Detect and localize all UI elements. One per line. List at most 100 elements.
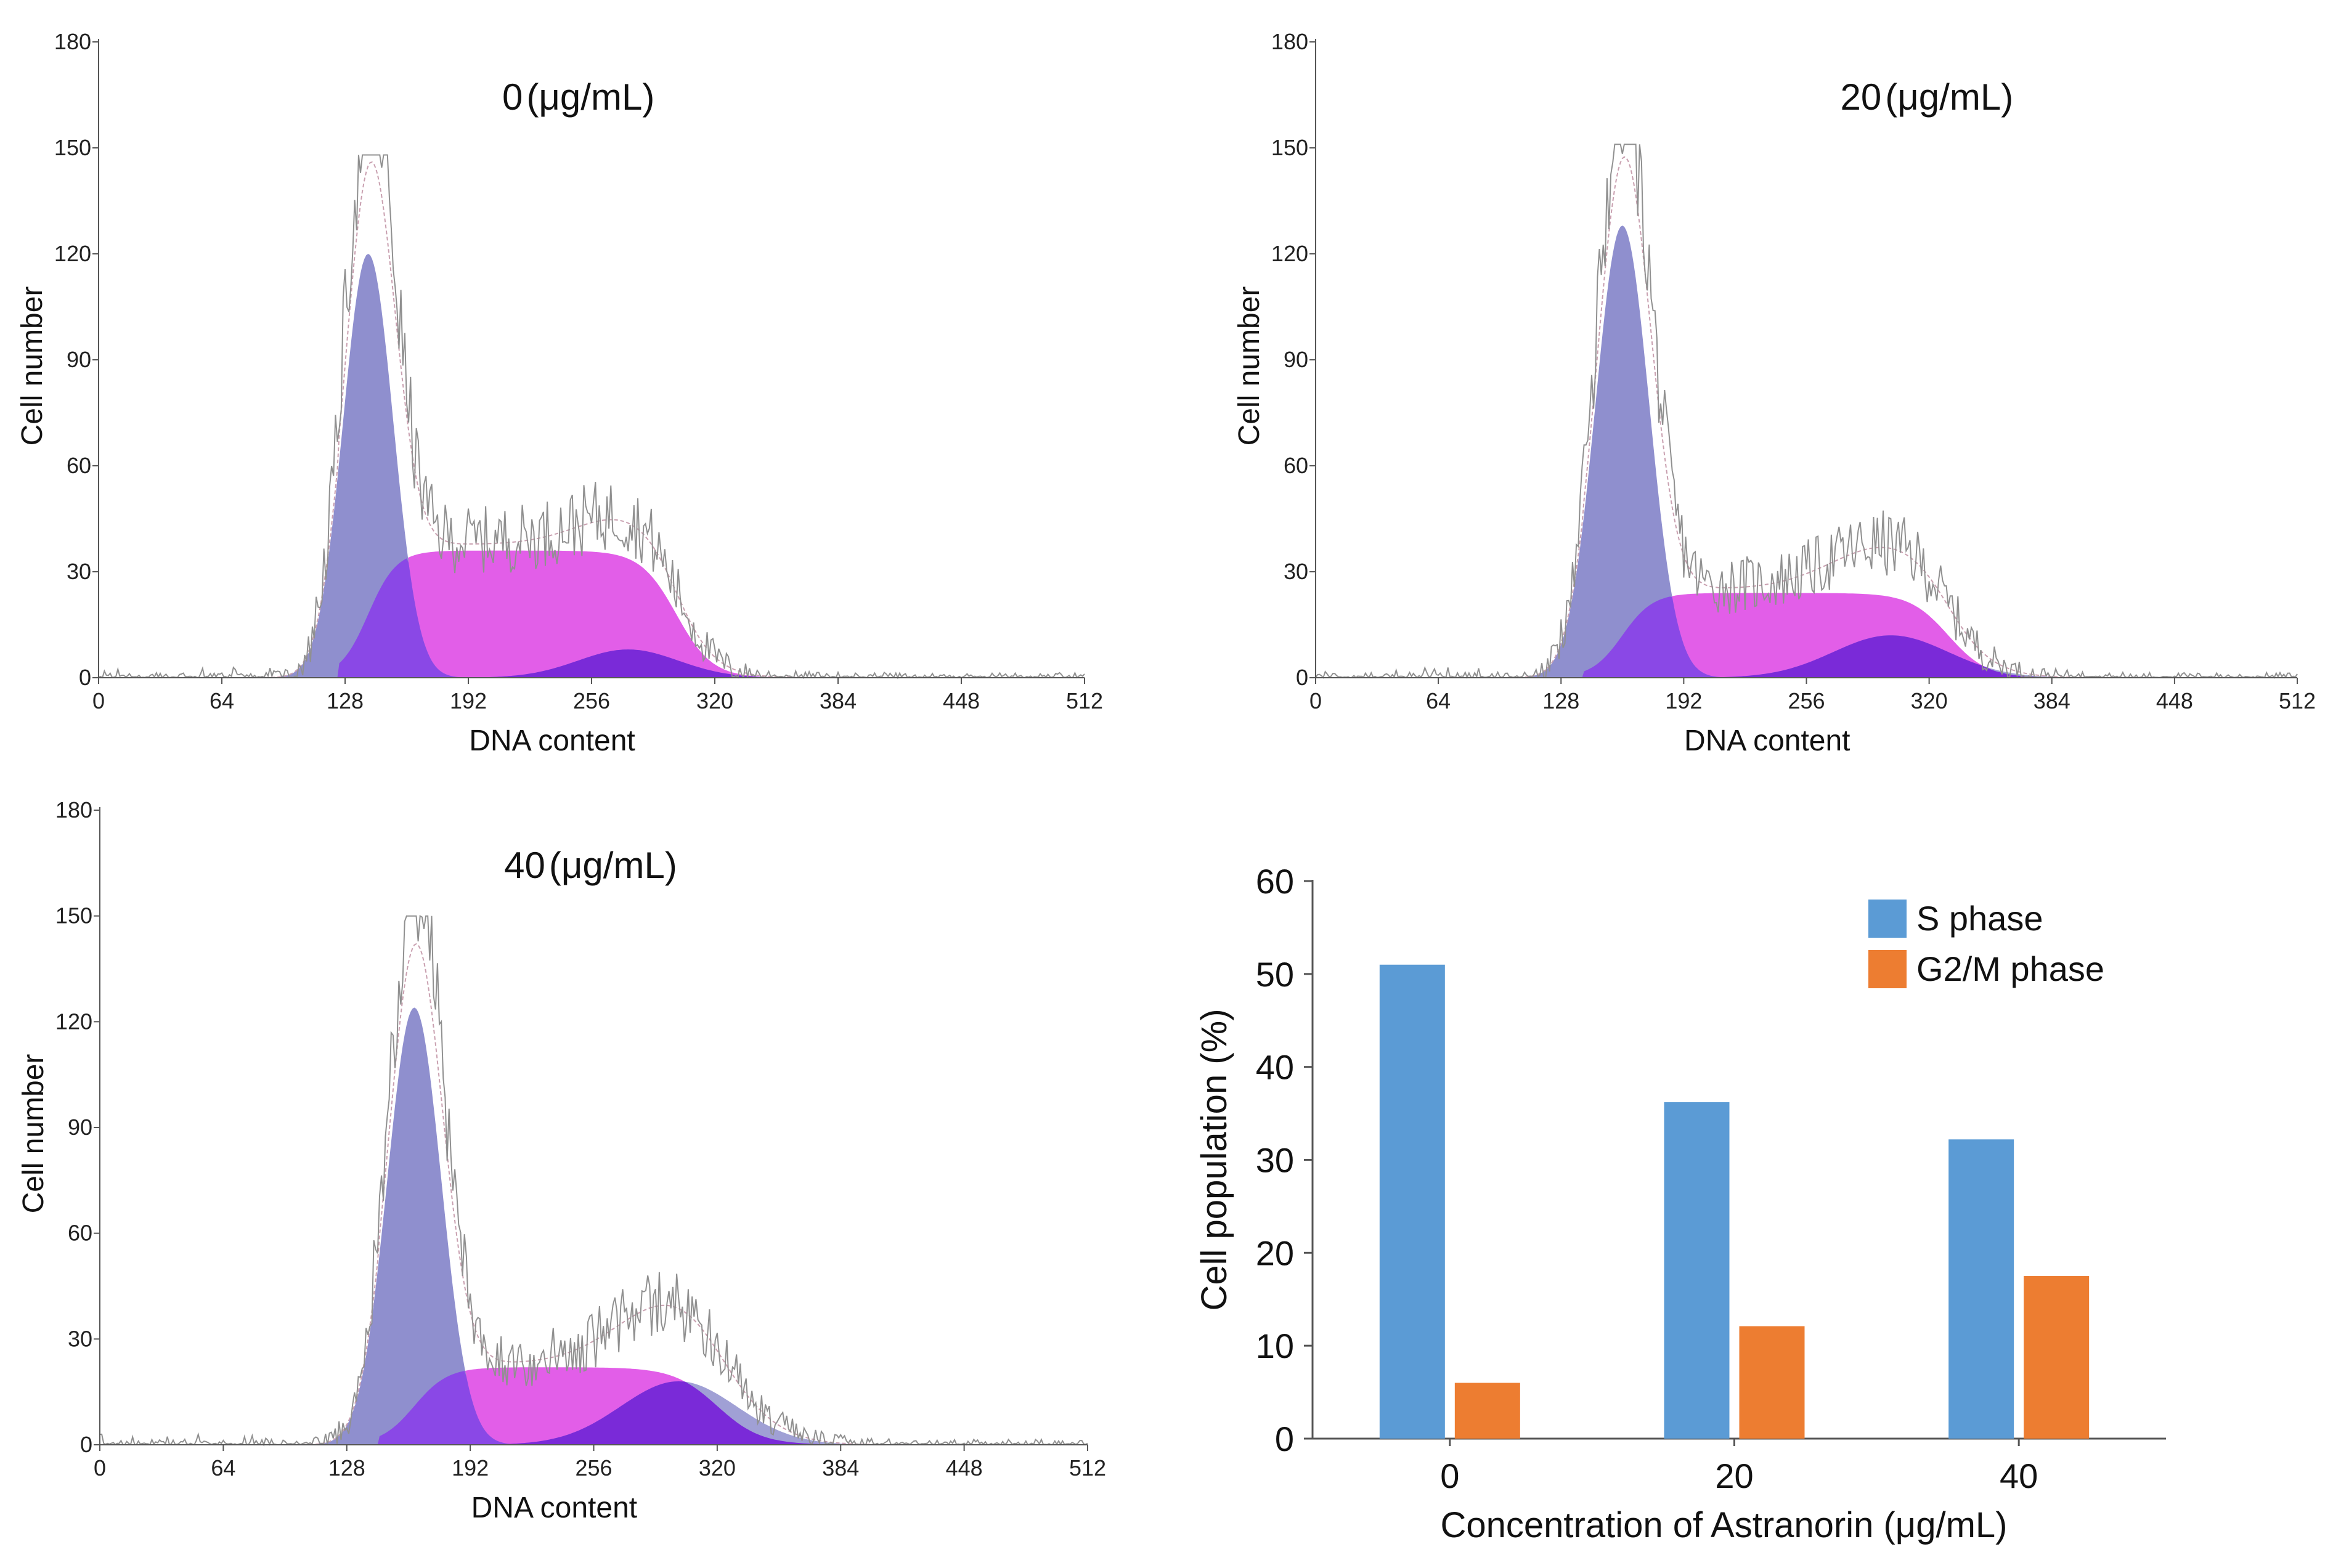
- panel-title: 20 (μg/mL): [1841, 76, 2014, 118]
- x-tick-label: 128: [1542, 688, 1579, 713]
- panel-title-value: 0: [502, 76, 523, 118]
- x-tick-label: 256: [573, 688, 610, 713]
- panel-title-unit: (μg/mL): [1885, 76, 2013, 118]
- y-tick-label: 90: [68, 1115, 92, 1140]
- panel-title: 40 (μg/mL): [504, 845, 677, 886]
- legend-swatch-s-phase: [1868, 900, 1907, 938]
- x-tick-label: 256: [1788, 688, 1825, 713]
- x-tick-label: 320: [699, 1455, 736, 1481]
- legend-swatch-g2m-phase: [1868, 950, 1907, 988]
- g2m-phase-bar-20: [1739, 1326, 1805, 1439]
- g2m-s-overlap-area: [99, 649, 1085, 678]
- x-tick-label: 0: [92, 688, 105, 713]
- g2m-phase-bar-0: [1454, 1383, 1520, 1439]
- y-tick-label: 60: [1284, 453, 1308, 478]
- y-axis-title: Cell number: [17, 1054, 50, 1214]
- y-tick-label: 150: [54, 135, 91, 160]
- panel-title-value: 40: [504, 845, 545, 886]
- y-tick-label: 90: [1284, 347, 1308, 372]
- x-tick-label: 448: [943, 688, 980, 713]
- s-phase-area: [99, 550, 1085, 678]
- legend: S phase G2/M phase: [1868, 899, 2104, 988]
- bar-chart: 0 10 20 30 40 50 60 0 20 40 Concentration of Astra…: [1194, 862, 2166, 1545]
- x-tick-label: 512: [2279, 688, 2316, 713]
- x-tick-label: 512: [1069, 1455, 1106, 1481]
- x-axis-title: Concentration of Astranorin (μg/mL): [1441, 1505, 2008, 1545]
- x-axis-title: DNA content: [1684, 725, 1850, 757]
- s-phase-area: [100, 1367, 1088, 1445]
- y-tick-label: 30: [67, 559, 91, 584]
- s-phase-bar-20: [1664, 1102, 1730, 1439]
- y-tick-label: 30: [68, 1326, 92, 1351]
- x-tick-label: 384: [2034, 688, 2070, 713]
- x-tick-label: 512: [1066, 688, 1103, 713]
- y-tick-label: 50: [1256, 955, 1294, 994]
- s-phase-area: [1316, 593, 2297, 678]
- raw-trace: [99, 915, 1088, 1447]
- x-tick-label: 0: [1440, 1456, 1459, 1495]
- x-tick-label: 448: [2156, 688, 2193, 713]
- y-tick-label: 90: [67, 347, 91, 372]
- panel-title-unit: (μg/mL): [549, 845, 677, 886]
- panel-title-value: 20: [1841, 76, 1882, 118]
- panel-title: 0 (μg/mL): [502, 76, 654, 118]
- y-tick-label: 150: [1271, 135, 1308, 160]
- x-tick-label: 192: [1665, 688, 1702, 713]
- x-tick-label: 256: [575, 1455, 612, 1481]
- histogram-hist0: 0 64 128 192 256 320 384 448 512 0 30 60 90 120 150 180…: [16, 29, 1103, 757]
- x-tick-label: 64: [210, 688, 234, 713]
- y-tick-label: 180: [55, 797, 92, 823]
- x-tick-label: 64: [1426, 688, 1451, 713]
- y-tick-label: 0: [79, 665, 91, 690]
- y-tick-label: 0: [1275, 1420, 1294, 1458]
- y-tick-label: 30: [1284, 559, 1308, 584]
- x-tick-label: 128: [328, 1455, 365, 1481]
- y-tick-label: 180: [54, 29, 91, 54]
- legend-label: G2/M phase: [1916, 949, 2104, 988]
- s-phase-bar-40: [1948, 1139, 2014, 1439]
- x-tick-label: 64: [211, 1455, 235, 1481]
- x-tick-label: 384: [822, 1455, 859, 1481]
- y-axis-title: Cell number: [1233, 286, 1266, 446]
- y-tick-label: 180: [1271, 29, 1308, 54]
- y-tick-label: 120: [54, 241, 91, 266]
- g2m-s-overlap-area: [100, 1381, 1088, 1445]
- y-tick-label: 0: [80, 1432, 92, 1457]
- x-tick-label: 384: [820, 688, 857, 713]
- histogram-hist40: 0 64 128 192 256 320 384 448 512 0 30 60 90 120 150 180…: [17, 797, 1106, 1524]
- x-tick-label: 192: [452, 1455, 489, 1481]
- y-axis-title: Cell number: [16, 286, 49, 446]
- histogram-hist20: 0 64 128 192 256 320 384 448 512 0 30 60 90 120 150 180…: [1233, 29, 2316, 757]
- x-tick-label: 320: [1911, 688, 1948, 713]
- legend-label: S phase: [1916, 899, 2043, 938]
- y-axis-title: Cell population (%): [1194, 1009, 1234, 1310]
- y-tick-label: 60: [1256, 862, 1294, 901]
- x-axis-title: DNA content: [469, 725, 635, 757]
- y-tick-label: 20: [1256, 1233, 1294, 1272]
- raw-trace: [98, 154, 1085, 680]
- x-tick-label: 0: [94, 1455, 106, 1481]
- y-tick-label: 120: [1271, 241, 1308, 266]
- x-tick-label: 192: [450, 688, 487, 713]
- g1-phase-area: [99, 254, 1085, 678]
- x-tick-label: 320: [696, 688, 733, 713]
- x-tick-label: 20: [1715, 1456, 1753, 1495]
- y-tick-label: 0: [1296, 665, 1308, 690]
- g2m-s-overlap-area: [1316, 635, 2297, 678]
- y-tick-label: 60: [68, 1221, 92, 1246]
- panel-title-unit: (μg/mL): [526, 76, 654, 118]
- x-tick-label: 0: [1309, 688, 1322, 713]
- g2m-phase-bar-40: [2024, 1276, 2090, 1439]
- y-tick-label: 10: [1256, 1326, 1294, 1365]
- s-phase-bar-0: [1379, 964, 1445, 1439]
- y-tick-label: 60: [67, 453, 91, 478]
- x-axis-title: DNA content: [471, 1492, 637, 1524]
- y-tick-label: 30: [1256, 1141, 1294, 1180]
- x-tick-label: 40: [2000, 1456, 2038, 1495]
- x-tick-label: 448: [946, 1455, 983, 1481]
- x-tick-label: 128: [327, 688, 364, 713]
- y-tick-label: 150: [55, 903, 92, 928]
- y-tick-label: 40: [1256, 1048, 1294, 1087]
